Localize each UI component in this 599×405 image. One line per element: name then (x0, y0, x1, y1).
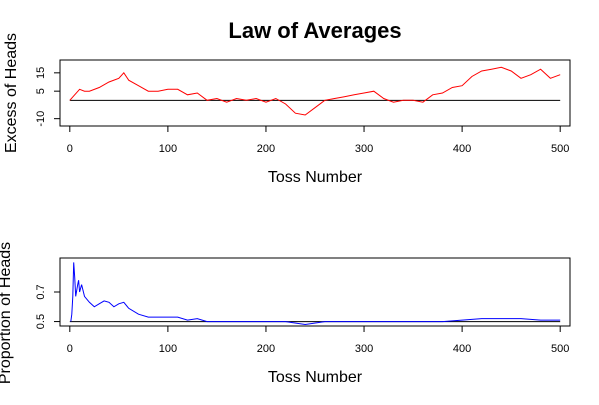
x-tick-label: 300 (355, 143, 373, 155)
y-tick-label: 5 (35, 88, 47, 94)
bottom-ylabel: Proportion of Heads (0, 242, 14, 384)
y-tick-label: -10 (35, 111, 47, 127)
y-tick-label: 15 (35, 67, 47, 79)
x-tick-label: 200 (257, 343, 275, 355)
proportion-of-heads-panel: 0 100 200 300 400 500 0.5 0.7 Proportion of He… (0, 242, 571, 386)
x-tick-label: 0 (67, 143, 73, 155)
x-tick-label: 400 (453, 343, 471, 355)
x-tick-label: 400 (453, 143, 471, 155)
chart-title: Law of Averages (228, 18, 401, 43)
excess-heads-series (69, 66, 561, 116)
plot-frame-bottom (59, 257, 571, 327)
plot-frame-top (59, 59, 571, 127)
x-tick-label: 300 (355, 343, 373, 355)
x-tick-label: 200 (257, 143, 275, 155)
x-tick-label: 500 (551, 343, 569, 355)
bottom-xlabel: Toss Number (268, 369, 363, 386)
x-tick-label: 500 (551, 143, 569, 155)
x-tick-label: 100 (159, 343, 177, 355)
proportion-heads-series (70, 262, 561, 326)
y-tick-label: 0.5 (35, 314, 47, 329)
y-tick-label: 0.7 (35, 284, 47, 299)
x-tick-label: 100 (159, 143, 177, 155)
top-ylabel: Excess of Heads (3, 33, 20, 153)
x-tick-label: 0 (67, 343, 73, 355)
top-xlabel: Toss Number (268, 169, 363, 186)
